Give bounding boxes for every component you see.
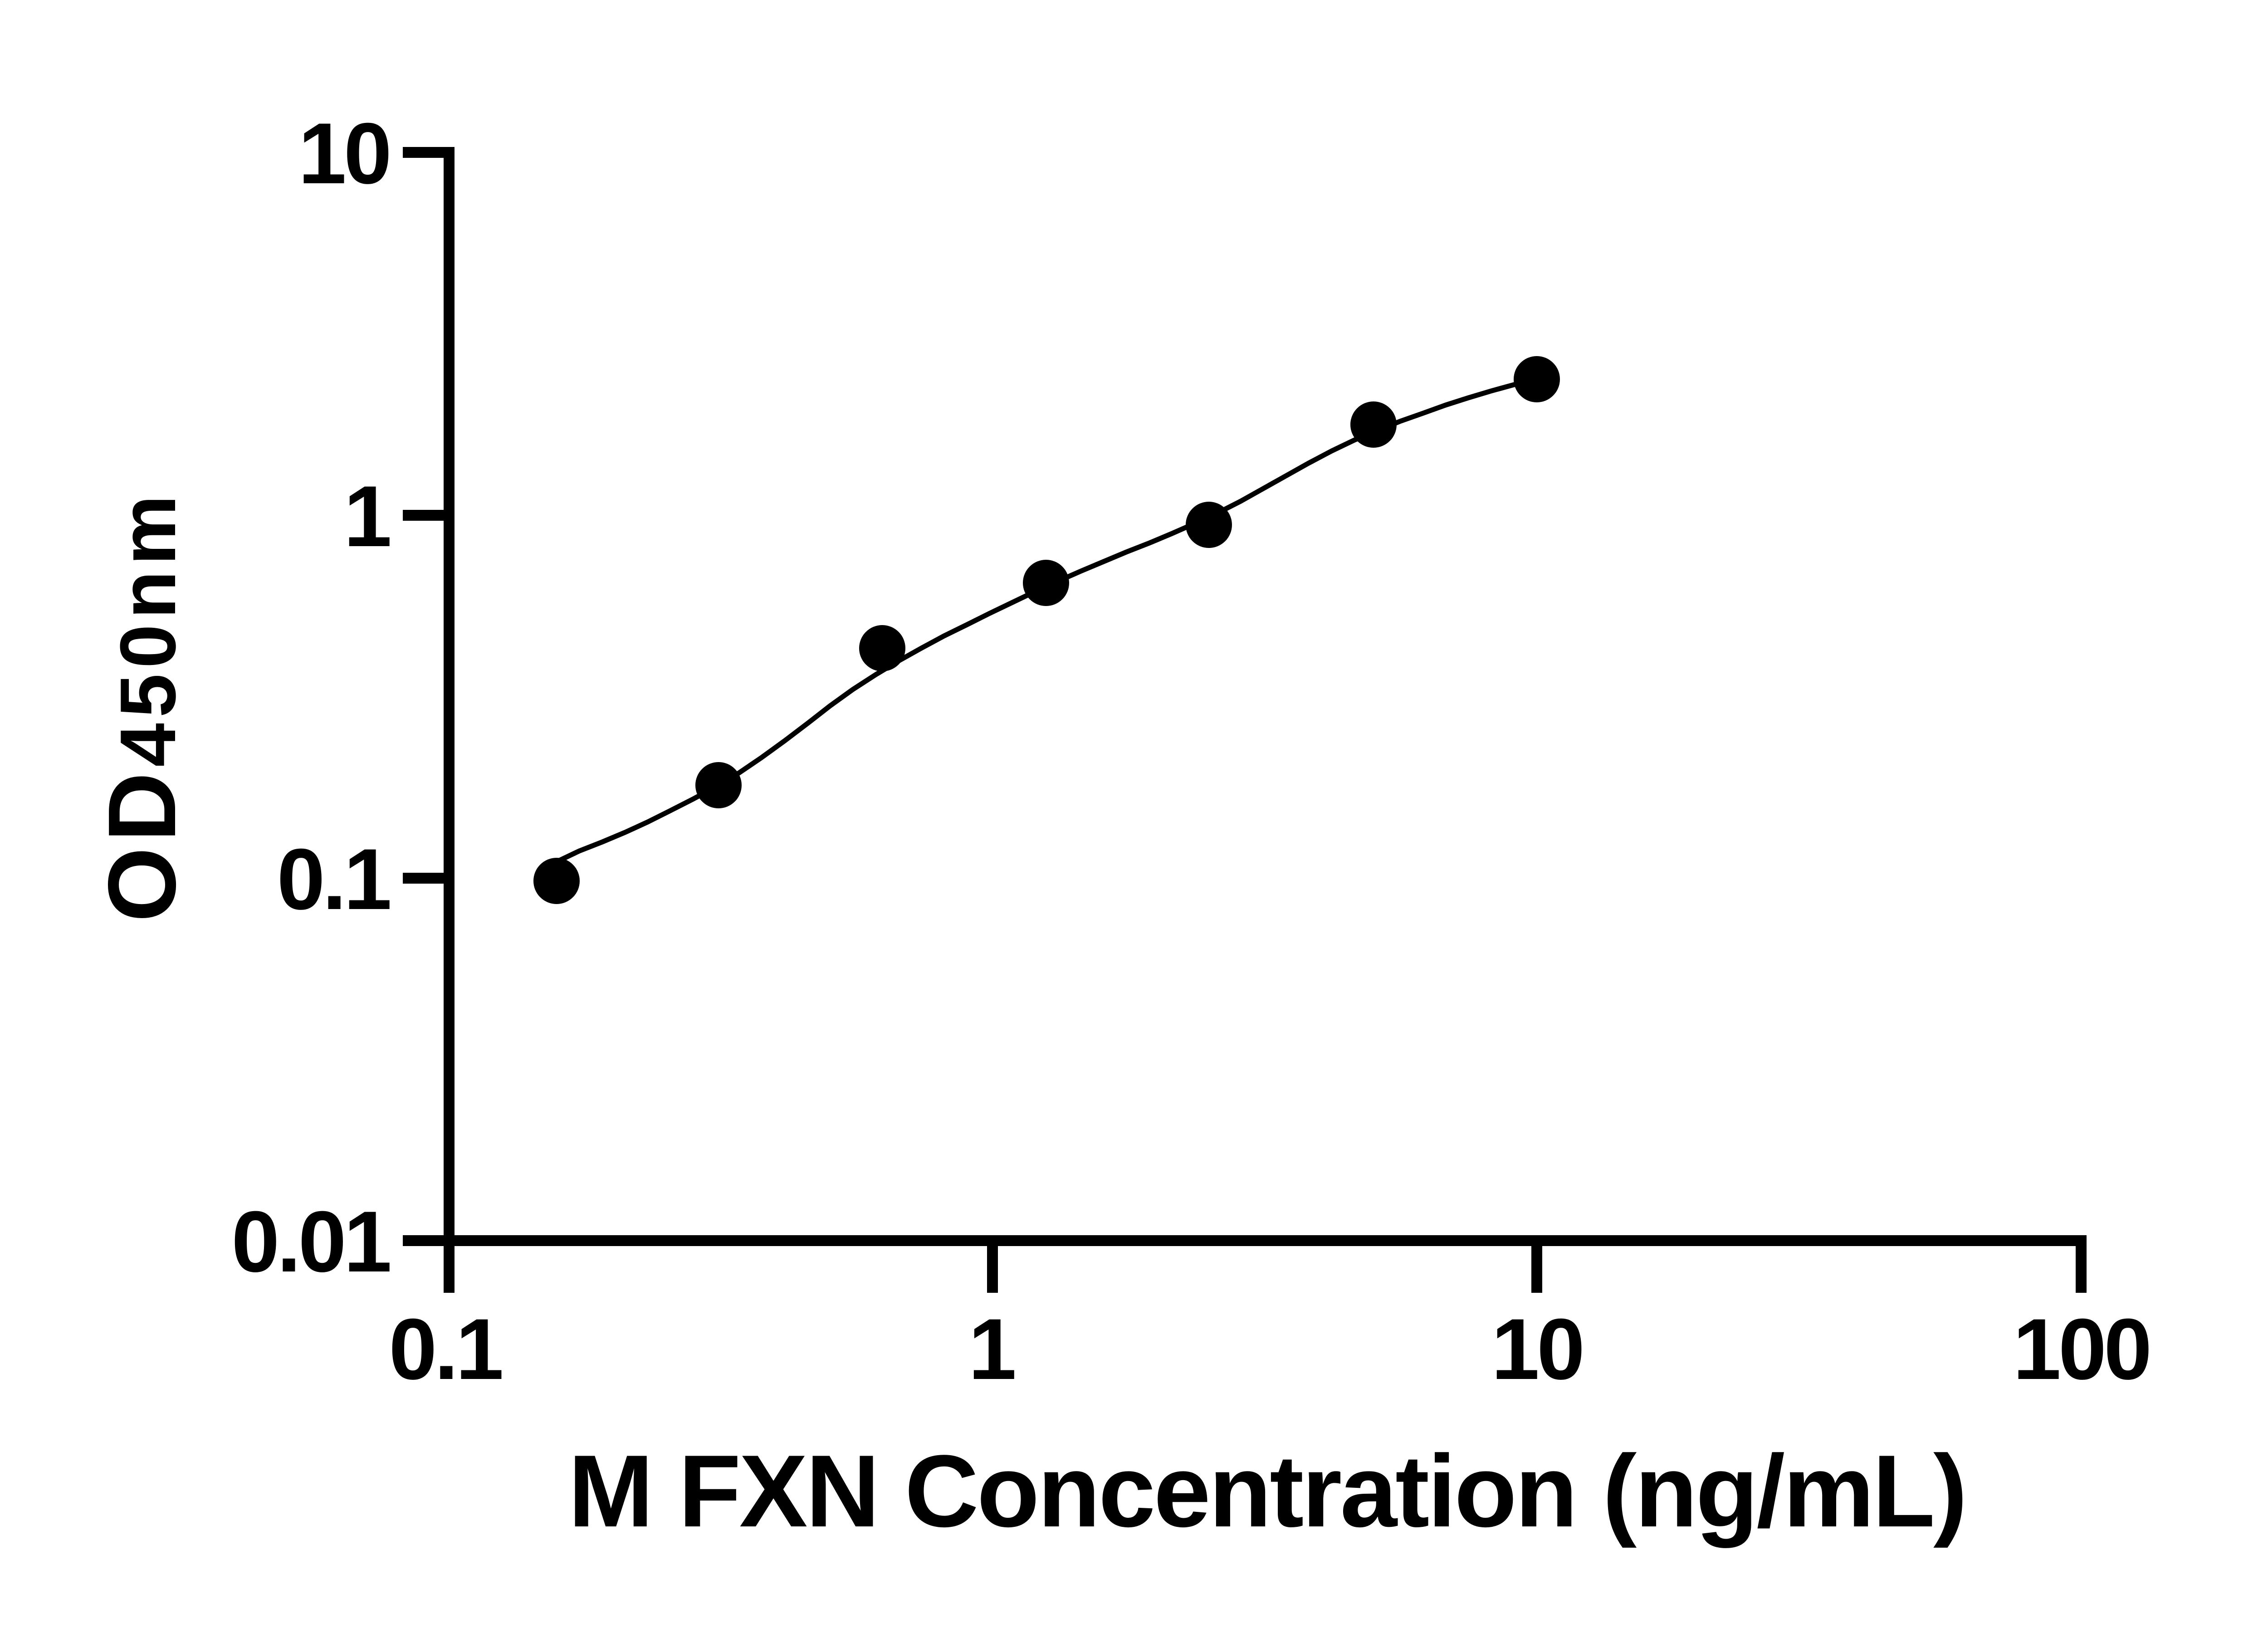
svg-text:1: 1: [344, 468, 390, 565]
svg-text:0.01: 0.01: [231, 1193, 390, 1290]
svg-text:10: 10: [298, 105, 389, 202]
svg-text:OD450nm: OD450nm: [88, 489, 196, 922]
svg-text:100: 100: [2013, 1301, 2150, 1398]
svg-text:0.1: 0.1: [389, 1301, 501, 1398]
svg-text:1: 1: [968, 1301, 1017, 1398]
svg-text:0.1: 0.1: [277, 831, 389, 928]
svg-text:10: 10: [1491, 1301, 1582, 1398]
svg-text:M FXN Concentration (ng/mL): M FXN Concentration (ng/mL): [568, 1433, 1966, 1548]
